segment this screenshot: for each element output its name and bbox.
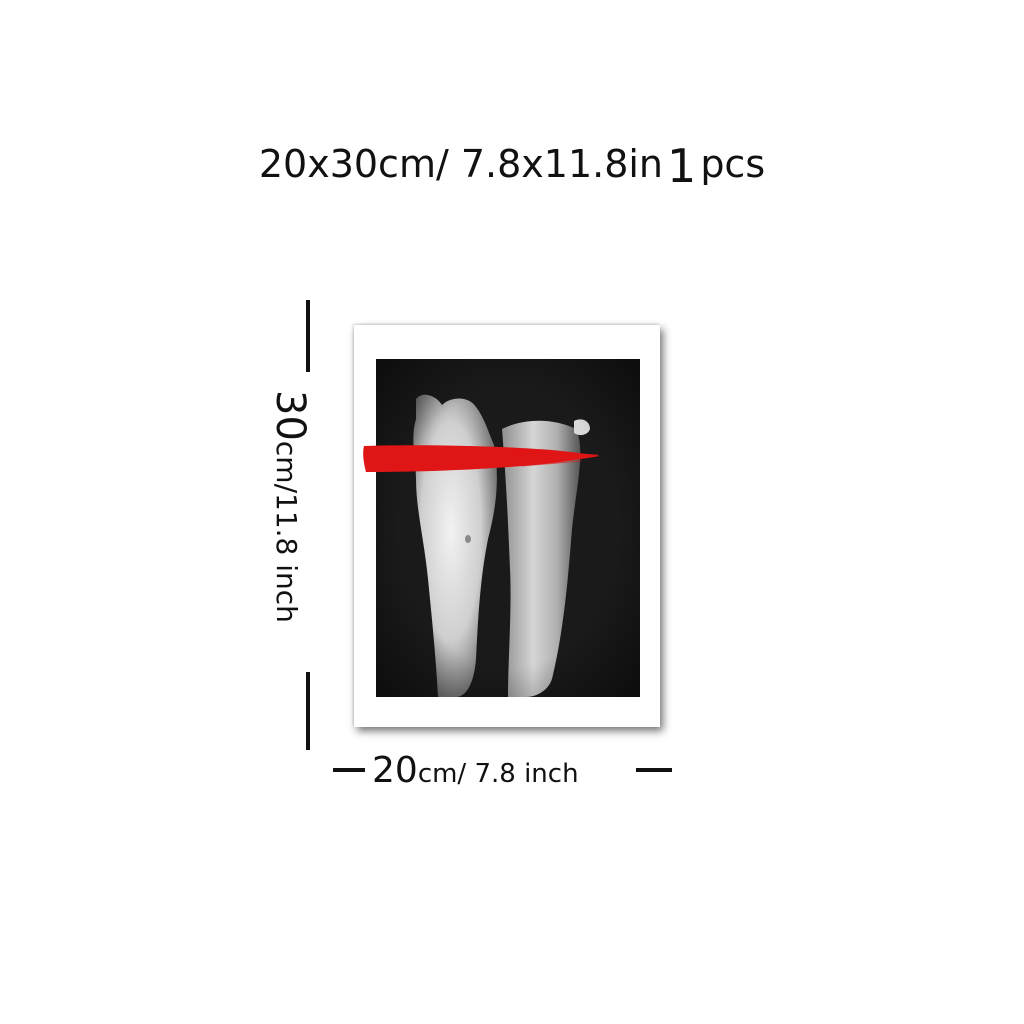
quantity-number: 1 — [667, 139, 697, 193]
height-value: 30 — [267, 390, 313, 441]
height-label: 30cm/11.8 inch — [267, 390, 313, 623]
width-dimension-line-right — [636, 768, 672, 772]
width-unit: cm/ 7.8 inch — [417, 759, 579, 789]
size-title: 20x30cm/ 7.8x11.8in1 pcs — [0, 134, 1024, 193]
size-text: 20x30cm/ 7.8x11.8in — [258, 142, 664, 186]
height-dimension-line-top — [306, 300, 310, 372]
height-unit: cm/11.8 inch — [270, 440, 303, 623]
width-dimension-line-left — [333, 768, 365, 772]
figure-illustration — [376, 359, 640, 697]
poster-frame — [354, 325, 660, 727]
red-brush-stroke — [363, 445, 600, 472]
poster-photo — [376, 359, 640, 697]
quantity-unit: pcs — [700, 142, 766, 186]
width-label: 20cm/ 7.8 inch — [372, 750, 579, 791]
width-value: 20 — [372, 750, 418, 791]
height-dimension-line-bottom — [306, 672, 310, 750]
